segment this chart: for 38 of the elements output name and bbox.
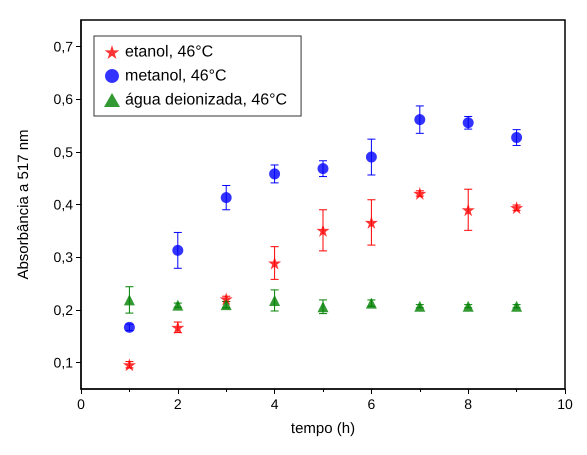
point [269,168,280,180]
y-tick-label: 0,6 [54,91,74,108]
point [364,216,378,229]
x-tick-label: 6 [368,396,376,412]
y-tick-label: 0,3 [54,249,74,266]
point [316,224,330,237]
point [268,256,282,270]
point [172,244,184,256]
point [413,186,426,200]
x-axis-title: tempo (h) [290,420,356,437]
y-tick-label: 0,1 [54,354,74,371]
point [269,294,280,306]
point [462,203,475,216]
x-tick-label: 8 [464,396,472,412]
point [172,300,184,311]
y-tick-label: 0,2 [54,302,74,318]
y-tick-label: 0,7 [54,38,74,54]
legend-label: metanol, 46°C [125,68,227,84]
point [414,114,426,126]
point [122,358,136,372]
point [510,201,524,214]
legend-label: etanol, 46°C [125,44,214,60]
x-tick-label: 2 [174,396,182,412]
y-tick-label: 0,5 [54,144,74,160]
x-tick-label: 4 [270,396,279,412]
y-axis-title: Absorbância a 517 nm [15,129,32,280]
point [511,300,522,312]
y-tick-label: 0,4 [54,196,74,212]
point [414,300,426,312]
point [220,192,232,204]
x-tick-label: 0 [77,396,86,412]
point [511,132,522,144]
x-tick-label: 10 [557,396,573,412]
point [124,294,135,306]
point [462,300,474,312]
point [366,152,377,163]
legend-label: água deionizada, 46°C [125,92,288,108]
point [318,163,328,174]
